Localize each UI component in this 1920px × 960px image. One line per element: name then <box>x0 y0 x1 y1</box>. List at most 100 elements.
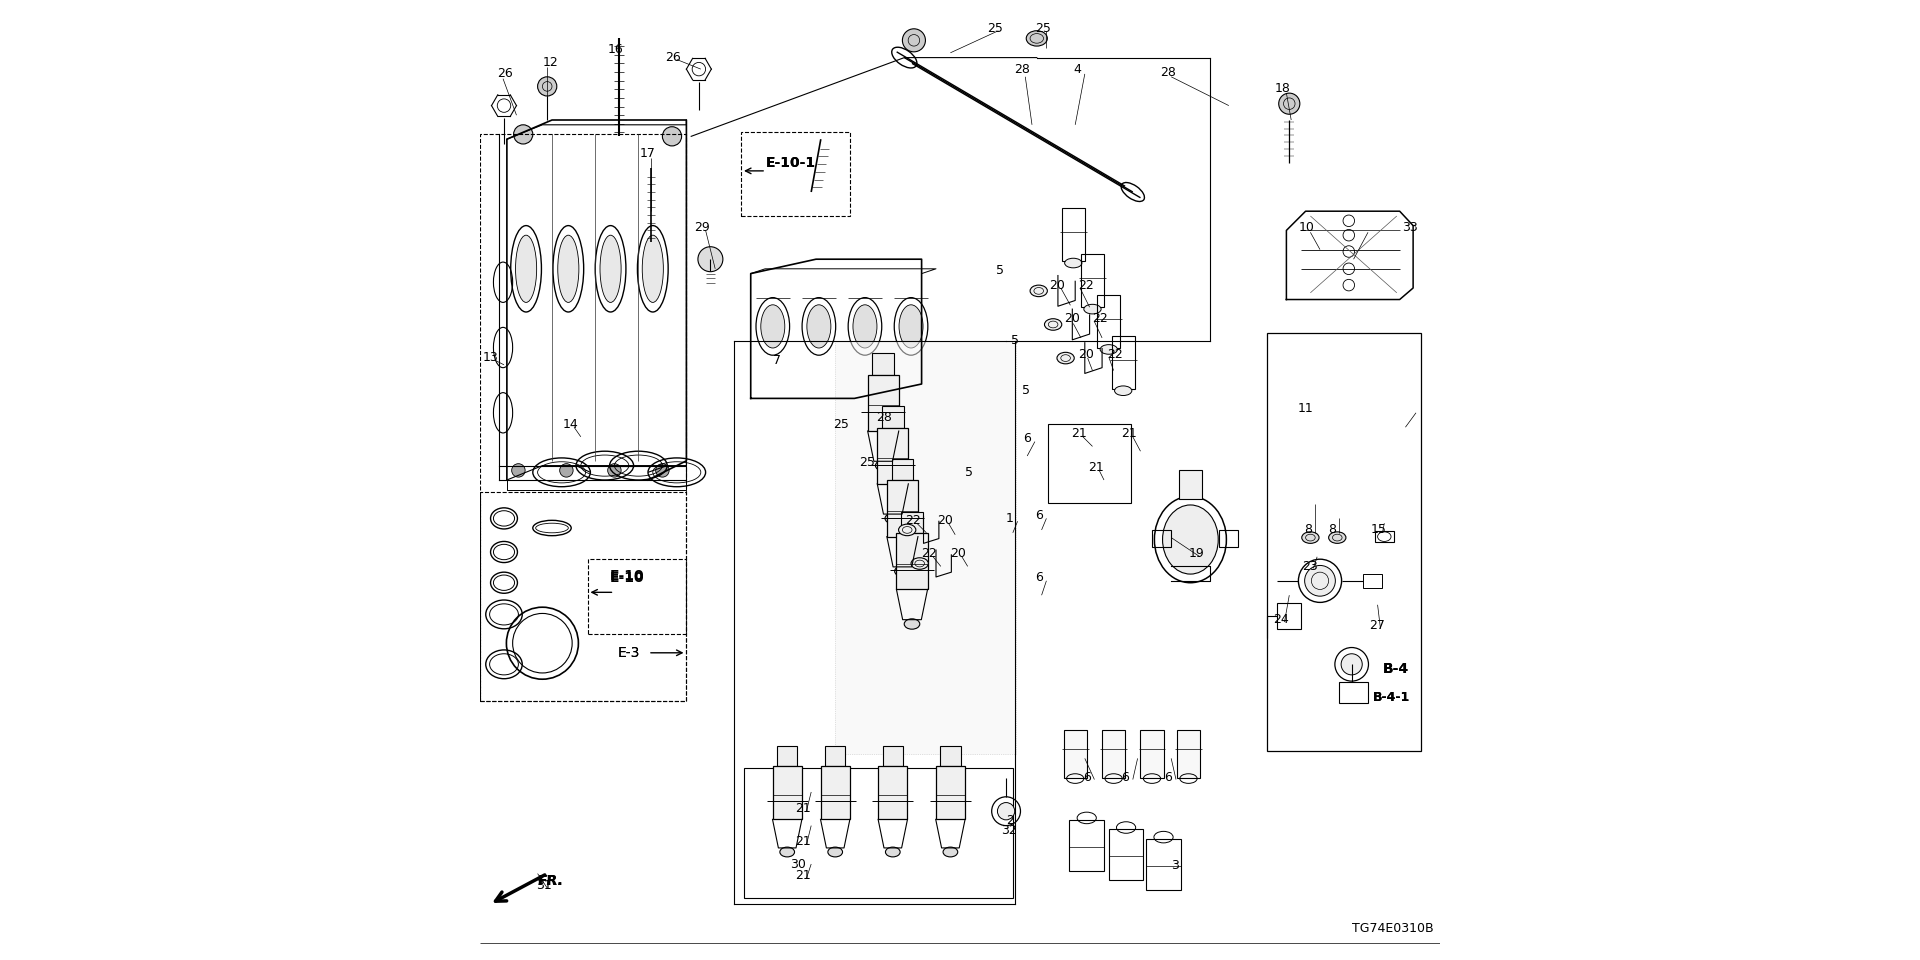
Text: 24: 24 <box>1273 612 1288 626</box>
Bar <box>883 746 902 766</box>
Bar <box>480 134 687 701</box>
Circle shape <box>607 464 622 477</box>
Bar <box>1267 333 1421 751</box>
Bar <box>881 406 904 428</box>
Bar <box>1064 730 1087 778</box>
Ellipse shape <box>1029 285 1048 297</box>
Text: 20: 20 <box>937 514 952 527</box>
Bar <box>872 353 895 374</box>
Bar <box>897 534 927 589</box>
Bar <box>1152 530 1171 547</box>
Ellipse shape <box>1056 352 1075 364</box>
Bar <box>772 766 803 820</box>
Bar <box>1363 574 1382 588</box>
Text: E-3: E-3 <box>618 646 639 660</box>
Bar <box>1179 470 1202 499</box>
Text: 26: 26 <box>664 51 682 64</box>
Text: 21: 21 <box>1121 427 1137 441</box>
Bar <box>745 768 1014 898</box>
Text: 21: 21 <box>795 835 810 849</box>
Text: 15: 15 <box>1371 523 1386 537</box>
Ellipse shape <box>895 566 910 576</box>
Text: 22: 22 <box>1092 312 1108 325</box>
Bar <box>1146 839 1181 890</box>
Circle shape <box>655 464 668 477</box>
Text: 14: 14 <box>563 418 578 431</box>
Bar <box>1177 730 1200 778</box>
Text: 29: 29 <box>695 221 710 234</box>
Ellipse shape <box>885 514 900 523</box>
Ellipse shape <box>899 524 916 536</box>
Bar <box>1375 531 1394 542</box>
Text: 8: 8 <box>1329 523 1336 537</box>
Bar <box>868 374 899 431</box>
Bar <box>941 746 960 766</box>
Text: E-10-1: E-10-1 <box>766 156 816 170</box>
Text: 20: 20 <box>1048 278 1066 292</box>
Ellipse shape <box>1340 654 1363 675</box>
Text: E-10: E-10 <box>611 571 645 585</box>
Text: 26: 26 <box>497 67 513 81</box>
Text: 22: 22 <box>1106 348 1123 361</box>
Text: 5: 5 <box>1010 334 1020 348</box>
Ellipse shape <box>885 847 900 857</box>
Circle shape <box>1279 93 1300 114</box>
Text: 12: 12 <box>541 56 559 69</box>
Ellipse shape <box>1302 532 1319 543</box>
Bar <box>820 766 851 820</box>
Bar <box>1140 730 1164 778</box>
Bar <box>1219 530 1238 547</box>
Ellipse shape <box>1044 319 1062 330</box>
Text: 28: 28 <box>1014 62 1029 76</box>
Ellipse shape <box>876 461 891 470</box>
Text: 3: 3 <box>1171 859 1179 873</box>
Bar <box>1110 829 1144 880</box>
Text: 22: 22 <box>1079 278 1094 292</box>
Ellipse shape <box>1306 565 1334 596</box>
Text: 31: 31 <box>536 878 551 892</box>
Text: 6: 6 <box>1035 509 1043 522</box>
Ellipse shape <box>806 305 831 348</box>
Text: FR.: FR. <box>538 875 563 888</box>
Text: B-4: B-4 <box>1382 662 1409 676</box>
Text: 22: 22 <box>922 547 937 561</box>
Bar <box>826 746 845 766</box>
Circle shape <box>561 464 572 477</box>
Text: 18: 18 <box>1275 82 1290 95</box>
Ellipse shape <box>1025 31 1048 46</box>
Text: B-4: B-4 <box>1382 662 1409 676</box>
Bar <box>480 492 687 701</box>
Ellipse shape <box>1114 386 1133 396</box>
Bar <box>1340 682 1367 703</box>
Text: 7: 7 <box>772 353 781 367</box>
Circle shape <box>511 464 526 477</box>
Text: 16: 16 <box>607 43 624 57</box>
Text: 20: 20 <box>1064 312 1079 325</box>
Ellipse shape <box>1329 532 1346 543</box>
Text: 21: 21 <box>795 802 810 815</box>
Text: 5: 5 <box>996 264 1004 277</box>
Ellipse shape <box>760 305 785 348</box>
Text: 5: 5 <box>964 466 973 479</box>
Text: 6: 6 <box>1035 571 1043 585</box>
Text: 32: 32 <box>1002 824 1018 837</box>
Bar <box>887 480 918 537</box>
Bar <box>835 341 1016 754</box>
Text: 5: 5 <box>1021 384 1031 397</box>
Text: 6: 6 <box>1083 771 1091 784</box>
Ellipse shape <box>998 803 1014 820</box>
Text: 11: 11 <box>1298 401 1313 415</box>
Text: E-10: E-10 <box>611 569 645 583</box>
Text: 23: 23 <box>1302 560 1317 573</box>
Text: 33: 33 <box>1402 221 1417 234</box>
Text: 28: 28 <box>1160 65 1175 79</box>
Text: FR.: FR. <box>538 875 563 888</box>
Ellipse shape <box>780 847 795 857</box>
Text: E-3: E-3 <box>618 646 639 660</box>
Ellipse shape <box>852 305 877 348</box>
Text: 6: 6 <box>1121 771 1129 784</box>
Ellipse shape <box>599 235 620 302</box>
Text: 25: 25 <box>833 418 849 431</box>
Text: 13: 13 <box>484 350 499 364</box>
Bar <box>891 459 914 480</box>
